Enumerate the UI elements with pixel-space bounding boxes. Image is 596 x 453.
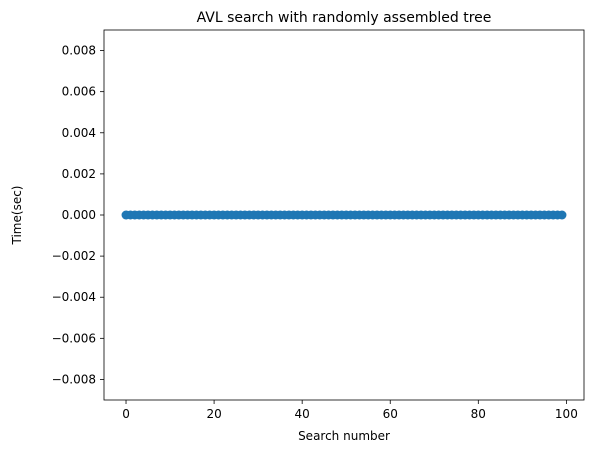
chart-title: AVL search with randomly assembled tree [197,10,492,26]
y-tick-label: 0.008 [62,44,96,58]
data-point [557,210,567,220]
y-tick-label: −0.008 [52,372,96,386]
y-tick-label: −0.004 [52,290,96,304]
x-axis-ticks: 0 20 40 60 80 100 [122,400,578,421]
x-tick-label: 40 [295,407,310,421]
y-tick-label: 0.000 [62,208,96,222]
x-tick-label: 0 [122,407,130,421]
y-tick-label: 0.004 [62,126,96,140]
x-tick-label: 80 [471,407,486,421]
y-axis-ticks: 0.008 0.006 0.004 0.002 0.000 −0.002 −0.004 −0.… [52,44,104,386]
y-tick-label: 0.006 [62,85,96,99]
data-points [121,210,567,220]
x-tick-label: 100 [555,407,578,421]
y-tick-label: 0.002 [62,167,96,181]
y-tick-label: −0.002 [52,249,96,263]
x-tick-label: 60 [383,407,398,421]
x-axis-label: Search number [298,429,390,443]
y-tick-label: −0.006 [52,331,96,345]
x-tick-label: 20 [206,407,221,421]
y-axis-label: Time(sec) [10,186,24,246]
